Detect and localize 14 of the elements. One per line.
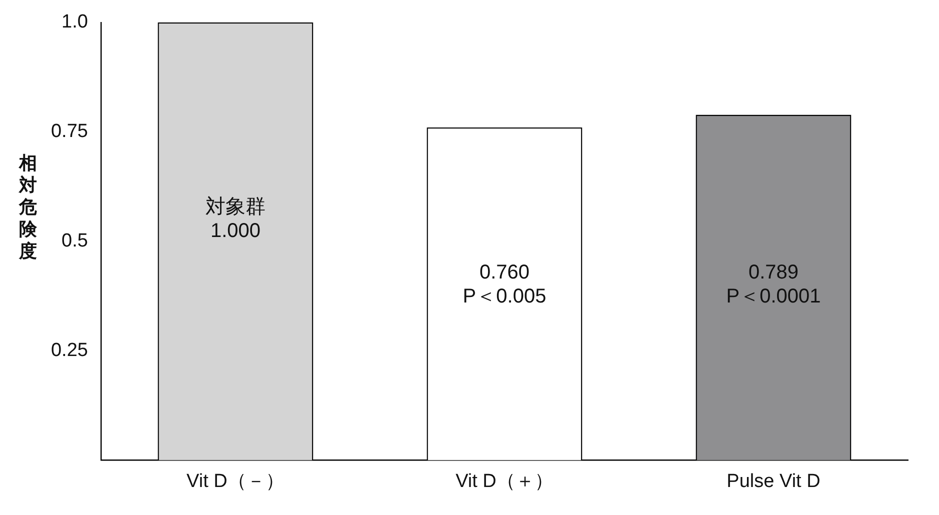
- data-label: 1.000: [210, 220, 261, 242]
- x-tick-label: Vit D（－）: [186, 470, 284, 492]
- annotation: 対象群: [205, 196, 266, 218]
- annotation: P＜0.0001: [726, 286, 821, 308]
- y-tick-label: 0.5: [62, 230, 88, 252]
- annotation: P＜0.005: [462, 286, 546, 308]
- y-tick-label: 1.0: [62, 12, 88, 33]
- y-axis-title: 相対危険度: [19, 153, 37, 263]
- data-label: 0.760: [479, 262, 530, 284]
- x-tick-label: Vit D（＋）: [456, 470, 554, 492]
- x-tick-label: Pulse Vit D: [726, 470, 820, 492]
- y-tick-label: 0.75: [50, 121, 88, 142]
- y-tick-label: 0.25: [50, 340, 88, 361]
- data-label: 0.789: [748, 262, 799, 284]
